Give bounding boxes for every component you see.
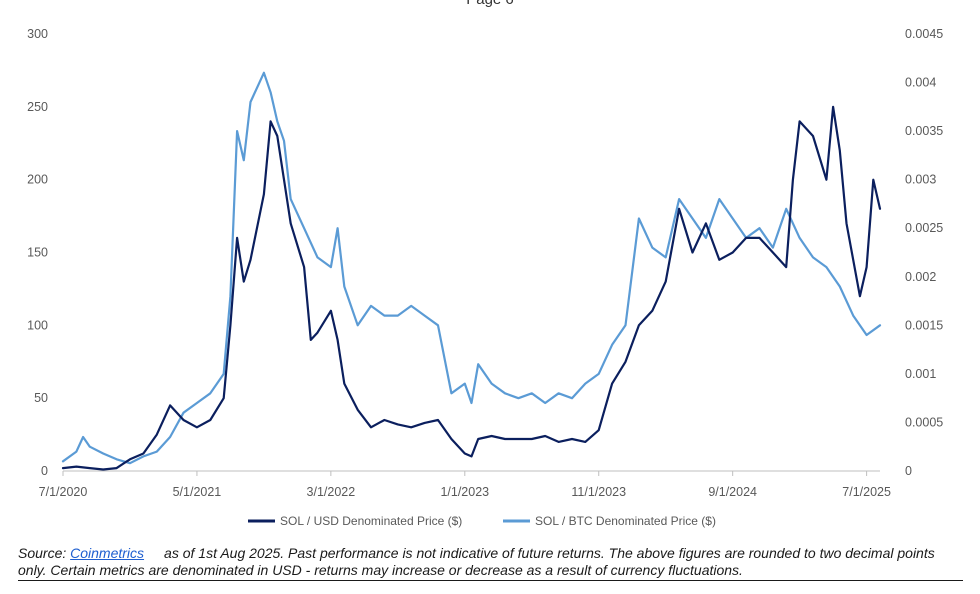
- x-tick-label: 3/1/2022: [307, 485, 356, 499]
- chart-series: [61, 71, 882, 471]
- y-left-tick-label: 200: [27, 173, 48, 187]
- y-right-tick-label: 0.002: [905, 270, 936, 284]
- y-left-tick-label: 300: [27, 27, 48, 41]
- x-tick-label: 7/1/2020: [39, 485, 88, 499]
- x-tick-label: 9/1/2024: [708, 485, 757, 499]
- y-left-tick-label: 50: [34, 391, 48, 405]
- page-title: Page 6: [466, 0, 514, 8]
- dual-axis-line-chart: Page 6 0 50 100 150 200 250 300 0 0.0005 0.001 0.0…: [27, 0, 943, 528]
- x-tick-label: 11/1/2023: [571, 485, 626, 499]
- y-left-tick-label: 250: [27, 100, 48, 114]
- y-right-tick-label: 0.004: [905, 76, 936, 90]
- y-right-tick-label: 0: [905, 464, 912, 478]
- source-prefix: Source:: [18, 545, 71, 561]
- y-right-tick-label: 0.0025: [905, 221, 943, 235]
- y-right-tick-label: 0.003: [905, 173, 936, 187]
- source-body: as of 1st Aug 2025. Past performance is …: [18, 545, 935, 578]
- legend-sol-btc-label: SOL / BTC Denominated Price ($): [535, 514, 716, 528]
- legend-sol-usd-label: SOL / USD Denominated Price ($): [280, 514, 462, 528]
- x-tick-label: 7/1/2025: [842, 485, 891, 499]
- sol-btc-line: [61, 71, 882, 465]
- sol-usd-line: [61, 105, 882, 471]
- y-right-tick-label: 0.0045: [905, 27, 943, 41]
- source-note: Source: Coinmetrics as of 1st Aug 2025. P…: [18, 545, 963, 581]
- chart-axes: 0 50 100 150 200 250 300 0 0.0005 0.001 0.0015 0.00…: [27, 27, 943, 499]
- chart-legend: SOL / USD Denominated Price ($) SOL / BTC…: [248, 514, 716, 528]
- y-right-tick-label: 0.0015: [905, 318, 943, 332]
- y-right-tick-label: 0.0035: [905, 124, 943, 138]
- coinmetrics-link[interactable]: Coinmetrics: [70, 545, 145, 561]
- y-right-tick-label: 0.001: [905, 367, 936, 381]
- x-tick-label: 1/1/2023: [440, 485, 489, 499]
- y-left-tick-label: 0: [41, 464, 48, 478]
- y-right-tick-label: 0.0005: [905, 415, 943, 429]
- x-tick-label: 5/1/2021: [173, 485, 222, 499]
- y-left-tick-label: 150: [27, 246, 48, 260]
- y-left-tick-label: 100: [27, 318, 48, 332]
